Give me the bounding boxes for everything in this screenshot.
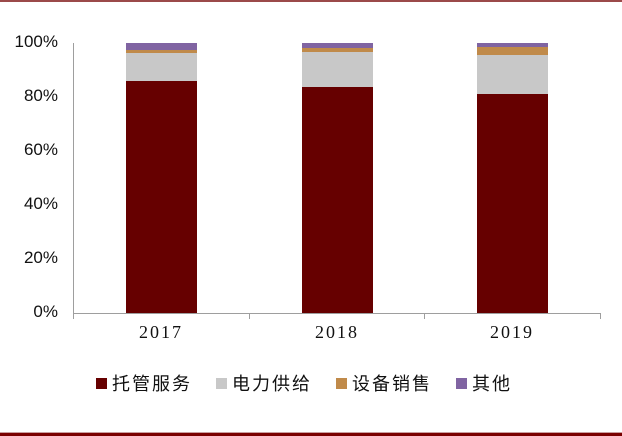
bottom-border-rule xyxy=(0,432,622,436)
y-tick-label: 40% xyxy=(23,194,58,213)
x-tick-label: 2017 xyxy=(139,322,183,342)
legend-label-other: 其他 xyxy=(472,374,512,395)
x-tick-mark xyxy=(249,313,250,319)
legend-item-hosting: 托管服务 xyxy=(96,370,192,396)
legend-label-hosting: 托管服务 xyxy=(112,374,192,395)
x-axis-line xyxy=(73,313,600,314)
legend-swatch-hosting xyxy=(96,377,107,389)
y-tick-label: 100% xyxy=(14,32,58,51)
legend-item-power: 电力供给 xyxy=(216,370,312,396)
bar-segment xyxy=(302,43,373,48)
bar-segment xyxy=(477,55,548,95)
x-tick-label: 2019 xyxy=(490,322,534,342)
bar-2018 xyxy=(302,43,373,313)
bar-2017 xyxy=(126,43,197,313)
bar-segment xyxy=(477,43,548,48)
legend-item-other: 其他 xyxy=(456,370,512,396)
x-tick-label: 2018 xyxy=(315,322,359,342)
bar-segment xyxy=(477,94,548,313)
legend-label-power: 电力供给 xyxy=(232,374,312,395)
legend-item-equipment: 设备销售 xyxy=(336,370,432,396)
bar-segment xyxy=(126,43,197,51)
x-tick-mark xyxy=(600,313,601,319)
bar-segment xyxy=(477,47,548,56)
x-tick-mark xyxy=(424,313,425,319)
y-tick-label: 80% xyxy=(23,86,58,105)
legend-swatch-power xyxy=(216,377,227,389)
bar-segment xyxy=(126,53,197,82)
bar-segment xyxy=(302,87,373,313)
legend-label-equipment: 设备销售 xyxy=(352,374,432,395)
legend: 托管服务 电力供给 设备销售 其他 xyxy=(96,370,536,396)
legend-swatch-other xyxy=(456,377,467,389)
y-tick-label: 20% xyxy=(23,248,58,267)
bar-segment xyxy=(302,47,373,52)
top-border-rule xyxy=(0,0,622,2)
bar-2019 xyxy=(477,43,548,313)
y-tick-label: 60% xyxy=(23,140,58,159)
x-tick-mark xyxy=(73,313,74,319)
bar-segment xyxy=(302,51,373,88)
bar-segment xyxy=(126,50,197,53)
y-tick-label: 0% xyxy=(33,302,58,321)
bar-segment xyxy=(126,81,197,313)
legend-swatch-equipment xyxy=(336,377,347,389)
y-axis-line xyxy=(73,43,74,314)
